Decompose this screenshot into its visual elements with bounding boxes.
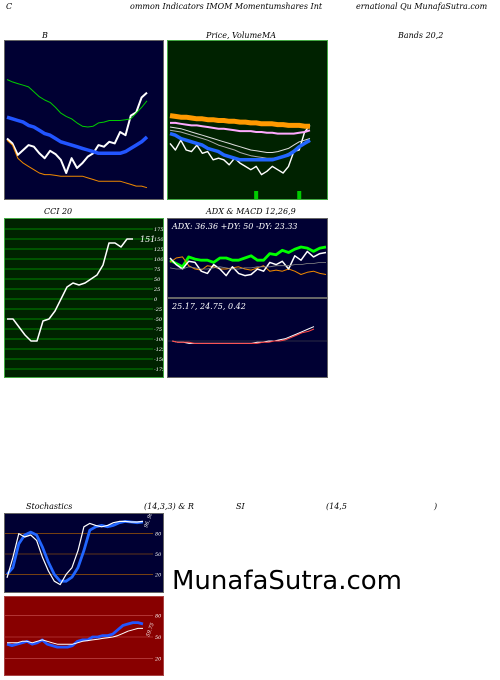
- rsi-tick-label: 50: [155, 635, 162, 641]
- price-ma-chart: [169, 113, 311, 199]
- adx-series-2: [169, 250, 327, 277]
- adx-series-3: [169, 262, 326, 270]
- price-ma-series-1: [169, 113, 310, 129]
- cci-tick-label: -25: [154, 307, 162, 313]
- macd-chart: [168, 326, 327, 344]
- watermark: MunafaSutra.com: [172, 566, 403, 596]
- cci-tick-label: 50: [154, 277, 161, 283]
- rsi-tick-label: 20: [154, 657, 162, 663]
- volume-bar: [297, 191, 302, 199]
- stoch-series-0: [5, 520, 144, 583]
- price-ma-series-3: [169, 126, 311, 153]
- rsi-chart: 80 50 20 59.75: [5, 613, 162, 663]
- rsi-params: (14,5: [326, 502, 347, 511]
- macd-panel: 25.17, 24.75, 0.42: [167, 298, 328, 378]
- price-ma-series-2: [170, 121, 311, 135]
- cci-line: [7, 238, 133, 342]
- cci-tick-label: -125: [154, 347, 164, 353]
- cci-title: CCI 20: [44, 207, 73, 216]
- rsi-title: SI: [236, 502, 245, 511]
- macd-label: 25.17, 24.75, 0.42: [172, 302, 246, 311]
- cci-tick-label: 75: [154, 267, 160, 273]
- bollinger-series-1: [6, 115, 149, 156]
- stoch-tick-label: 50: [155, 552, 162, 558]
- volume-bar: [254, 191, 259, 199]
- price-title: Price,: [206, 31, 230, 40]
- stoch-value-label: 96, 96: [143, 514, 154, 529]
- cci-tick-label: -75: [154, 327, 162, 333]
- bollinger-chart: [6, 79, 149, 189]
- price-ma-panel: [167, 40, 328, 200]
- bollinger-series-0: [6, 91, 148, 174]
- rsi-panel: 80 50 20 59.75: [4, 596, 164, 676]
- cci-chart: 175 150 125 100 75 50 25 0 -25 -50 -75 -100 -125 -150…: [5, 227, 164, 373]
- cci-last-label: 151: [140, 235, 155, 244]
- price-ma-series-0: [169, 124, 311, 176]
- header-source: ernational Qu MunafaSutra.com: [356, 2, 488, 11]
- stochastics-title: Stochastics: [26, 502, 73, 511]
- adx-chart: [169, 245, 327, 277]
- stochastics-params: (14,3,3) & R: [144, 502, 194, 511]
- stochastics-panel: 80 50 20 96, 96: [4, 513, 164, 593]
- rsi-series-1: [7, 627, 143, 645]
- cci-panel: 175 150 125 100 75 50 25 0 -25 -50 -75 -100 -125 -150…: [4, 218, 164, 378]
- cci-tick-label: 0: [154, 297, 158, 303]
- stoch-tick-label: 20: [154, 572, 162, 578]
- adx-label: ADX: 36.36 +DY: 50 -DY: 23.33: [172, 222, 298, 231]
- price-ma-series-5: [169, 131, 311, 162]
- adx-series-1: [169, 256, 327, 275]
- bollinger-panel: [4, 40, 164, 200]
- rsi-params-close: ): [434, 502, 438, 511]
- cci-tick-label: -175: [154, 367, 164, 373]
- bollinger-series-2: [6, 79, 148, 128]
- adx-series-0: [169, 245, 327, 269]
- ma-title: MA: [262, 31, 276, 40]
- adx-panel: ADX: 36.36 +DY: 50 -DY: 23.33: [167, 218, 328, 298]
- cci-tick-label: 150: [154, 237, 164, 243]
- cci-tick-label: -100: [154, 337, 164, 343]
- stoch-series-1: [6, 520, 144, 586]
- cci-tick-label: -50: [154, 317, 163, 323]
- bollinger-title: B: [42, 31, 48, 40]
- rsi-value-label: 59.75: [145, 622, 156, 638]
- cci-tick-label: 175: [154, 227, 164, 233]
- cci-tick-label: 100: [154, 257, 164, 263]
- stoch-tick-label: 80: [155, 532, 162, 538]
- bands-title: Bands 20,2: [398, 31, 444, 40]
- cci-tick-label: -150: [154, 357, 164, 363]
- macd-series-1: [171, 328, 315, 344]
- rsi-tick-label: 80: [155, 613, 162, 619]
- stochastics-chart: 80 50 20 96, 96: [5, 514, 162, 586]
- header-title: ommon Indicators IMOM Momentumshares Int: [130, 2, 323, 11]
- bollinger-series-3: [6, 139, 148, 189]
- cci-tick-label: 125: [154, 247, 164, 253]
- header-prefix: C: [6, 2, 13, 11]
- cci-tick-label: 25: [153, 287, 160, 293]
- volume-title: Volume: [232, 31, 262, 40]
- adx-macd-title: ADX & MACD 12,26,9: [206, 207, 296, 216]
